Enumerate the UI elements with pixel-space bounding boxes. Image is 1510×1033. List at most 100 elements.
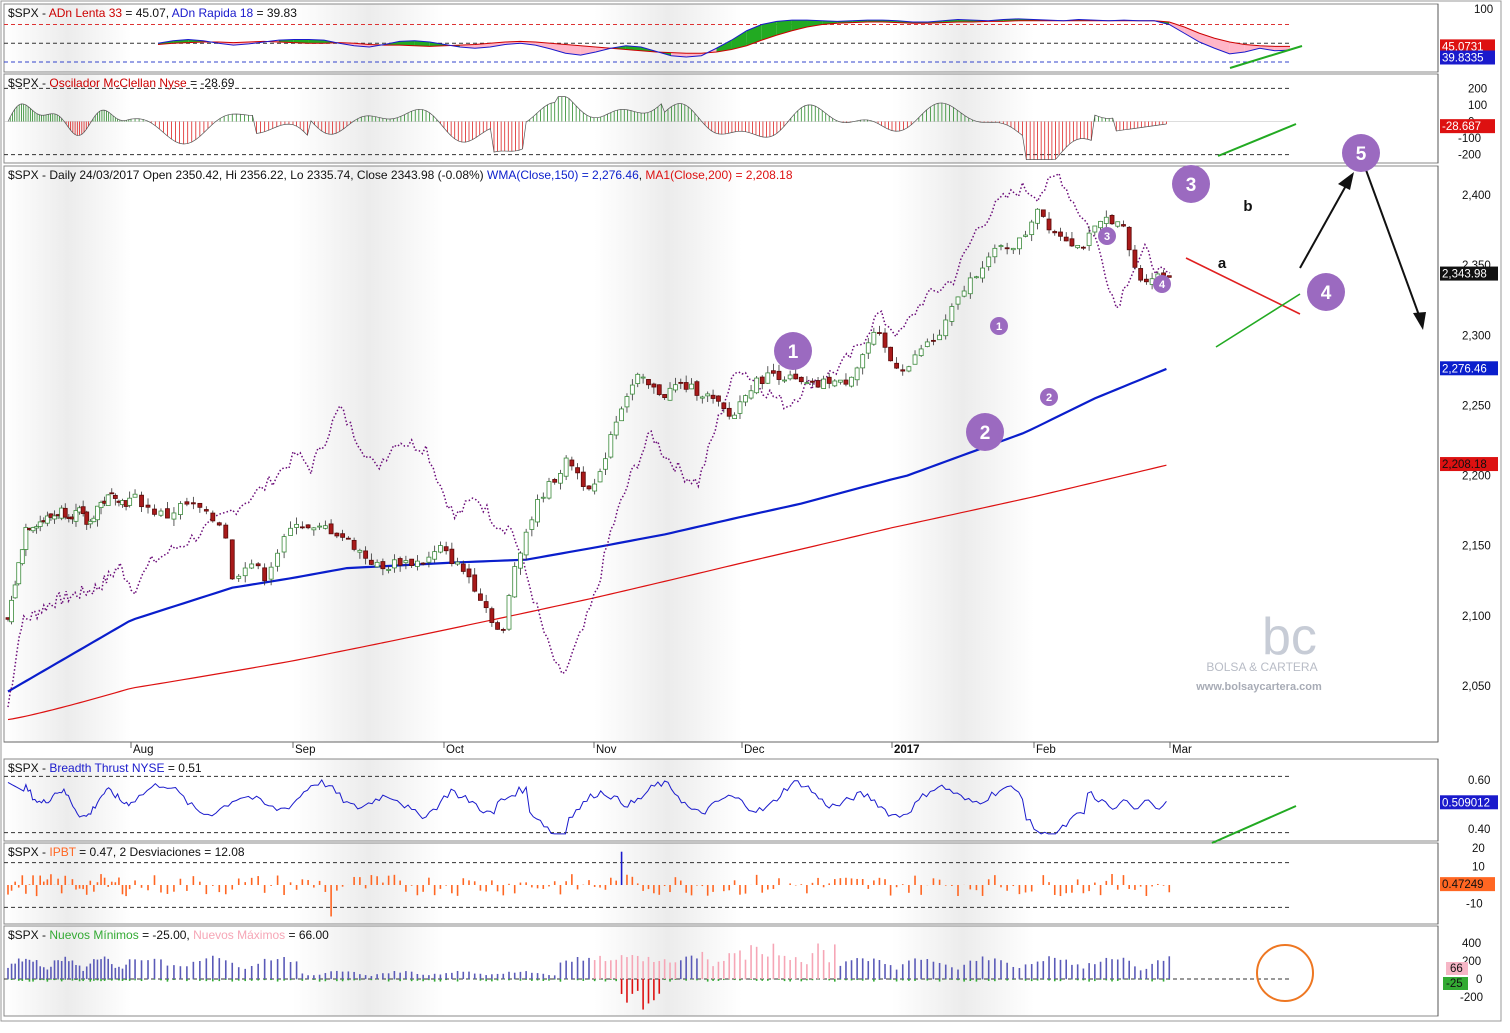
price-last-label-bg <box>1440 266 1498 281</box>
candle-body <box>1010 247 1016 251</box>
candle-body <box>328 523 334 535</box>
candle-body <box>552 479 558 483</box>
candle-body <box>73 510 79 522</box>
candle-body <box>580 471 586 487</box>
candle-body <box>368 559 374 565</box>
month-shade-band <box>4 4 131 72</box>
candle-body <box>597 471 603 483</box>
candle-body <box>386 568 392 571</box>
mcc-trendline <box>1217 123 1297 157</box>
candle-body <box>30 527 36 532</box>
candle-body <box>683 382 689 390</box>
candle-body <box>608 434 614 458</box>
watermark-url: www.bolsaycartera.com <box>1195 681 1322 693</box>
title-segment: Breadth Thrust NYSE <box>49 761 164 775</box>
adn-fast-last-label: 39.8335 <box>1442 53 1484 65</box>
title-segment: Oscilador McClellan Nyse <box>49 76 187 90</box>
arrowhead-down <box>1413 312 1426 330</box>
adn-fill-segment <box>580 45 596 56</box>
minor-wave-circle-4 <box>1153 275 1171 293</box>
candle-body <box>826 376 832 384</box>
candle-body <box>109 492 115 495</box>
candle-body <box>391 559 397 569</box>
wma150-line <box>7 367 1167 693</box>
candle-body <box>924 341 930 347</box>
candle-body <box>732 414 737 419</box>
candle-body <box>171 512 177 520</box>
candle-body <box>592 483 598 492</box>
candle-body <box>967 277 973 295</box>
candle-body <box>974 276 979 279</box>
candle-body <box>646 379 651 386</box>
adn-fill-segment <box>807 20 823 27</box>
candle-body <box>23 527 29 550</box>
candle-body <box>694 381 700 396</box>
title-segment: ADn Rapida 18 <box>172 6 254 20</box>
title-segment: WMA(Close,150) = 2,276.46 <box>487 168 639 182</box>
x-label-Feb: Feb <box>1036 744 1056 756</box>
candle-body <box>710 394 716 399</box>
candle-body <box>689 383 694 390</box>
candle-body <box>98 501 104 509</box>
candle-body <box>466 568 472 578</box>
mcc-y-tick: 100 <box>1468 100 1487 112</box>
candle-body <box>84 511 90 525</box>
max-last-label-bg <box>1446 962 1468 975</box>
candle-body <box>1040 209 1046 217</box>
candle-body <box>380 561 386 570</box>
candle-body <box>1121 224 1126 227</box>
price-y-tick: 2,250 <box>1462 400 1491 412</box>
adn-fill-segment <box>761 21 777 41</box>
candle-body <box>1029 221 1035 236</box>
adn-fast-line <box>157 18 1291 58</box>
title-segment: = -25.00, <box>139 928 193 942</box>
candle-body <box>1115 221 1121 227</box>
adn-fill-segment <box>1244 44 1260 52</box>
x-label-2017: 2017 <box>894 744 920 756</box>
panel-title-mcc: $SPX - Oscilador McClellan Nyse = -28.69 <box>8 76 235 90</box>
candle-body <box>409 558 415 566</box>
panel-title-ip: $SPX - IPBT = 0.47, 2 Desviaciones = 12.… <box>8 845 245 859</box>
candle-body <box>810 380 815 383</box>
ipbt-y-tick: -10 <box>1466 899 1483 911</box>
candle-body <box>888 346 894 362</box>
wave-label-1: 1 <box>788 342 799 363</box>
candle-body <box>95 505 100 521</box>
candle-body <box>340 533 346 538</box>
minmax-y-tick: 400 <box>1462 938 1481 950</box>
candle-body <box>535 499 540 523</box>
candle-body <box>145 504 151 508</box>
min-last-label: -25 <box>1446 978 1463 990</box>
candle-body <box>374 561 380 568</box>
candle-body <box>127 497 133 506</box>
candle-body <box>242 567 248 577</box>
mcc-y-tick: -100 <box>1458 133 1481 145</box>
candle-body <box>558 473 563 484</box>
wma-last-label: 2,276.46 <box>1442 363 1487 375</box>
candle-body <box>586 485 592 490</box>
month-shade-band <box>594 843 742 924</box>
title-segment: $SPX - Daily 24/03/2017 Open 2350.42, Hi… <box>8 168 487 182</box>
ma200-line <box>7 464 1167 721</box>
candle-body <box>992 247 998 258</box>
candle-body <box>877 332 882 334</box>
candle-body <box>931 339 936 342</box>
candle-body <box>624 396 630 408</box>
candle-body <box>943 319 949 337</box>
candle-body <box>455 561 460 565</box>
candle-body <box>80 506 86 515</box>
wave-circle-5 <box>1342 134 1380 172</box>
candle-body <box>1017 237 1022 250</box>
title-segment: $SPX - <box>8 6 49 20</box>
month-shade-band <box>594 166 742 742</box>
candle-body <box>512 566 518 598</box>
mcc-y-tick: 200 <box>1468 83 1487 95</box>
projection-arrow-up <box>1299 181 1349 269</box>
adn-trendline <box>1229 45 1303 69</box>
candle-body <box>1069 238 1075 247</box>
candle-body <box>1080 246 1086 249</box>
candle-body <box>1004 247 1010 250</box>
candle-body <box>1143 278 1149 283</box>
candle-body <box>716 395 721 402</box>
